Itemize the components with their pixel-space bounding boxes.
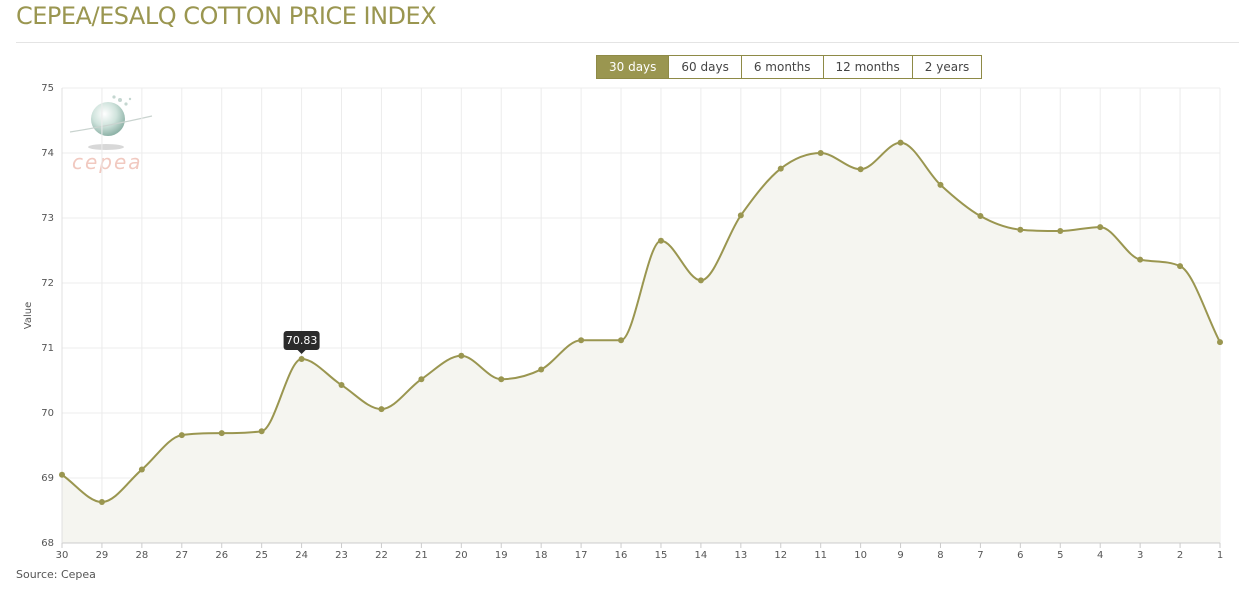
area-series — [61, 141, 1221, 543]
data-point — [98, 499, 105, 506]
data-point — [59, 471, 65, 478]
area-fill — [62, 142, 1220, 543]
data-point — [697, 277, 704, 284]
y-tick-label: 68 — [41, 538, 54, 549]
y-axis-title: Value — [23, 302, 34, 329]
y-tick-label: 70 — [41, 408, 54, 419]
x-tick-label: 14 — [695, 550, 708, 561]
x-tick-label: 5 — [1057, 550, 1063, 561]
tooltip-pointer — [297, 350, 306, 355]
data-point — [1217, 339, 1223, 346]
x-tick-label: 13 — [734, 550, 747, 561]
x-tick-label: 16 — [615, 550, 628, 561]
x-tick-label: 28 — [135, 550, 148, 561]
range-selector: 30 days 60 days 6 months 12 months 2 yea… — [596, 55, 983, 79]
x-tick-label: 26 — [215, 550, 228, 561]
data-point — [777, 165, 784, 172]
data-point — [418, 376, 425, 383]
title-divider — [16, 42, 1239, 43]
x-tick-label: 2 — [1177, 550, 1183, 561]
y-tick-label: 73 — [41, 213, 54, 224]
data-point — [1017, 226, 1024, 233]
cepea-logo-text: cepea — [72, 150, 143, 174]
data-point — [178, 432, 185, 439]
range-button-12-months[interactable]: 12 months — [822, 56, 912, 78]
tooltip-value: 70.83 — [286, 334, 318, 347]
data-point — [737, 212, 744, 219]
data-point — [618, 337, 625, 344]
x-tick-label: 23 — [335, 550, 348, 561]
y-tick-label: 69 — [41, 473, 54, 484]
source-note: Source: Cepea — [16, 568, 96, 581]
data-point — [218, 430, 225, 437]
x-tick-label: 30 — [56, 550, 69, 561]
data-point — [1177, 263, 1184, 270]
x-tick-label: 17 — [575, 550, 588, 561]
x-tick-label: 15 — [655, 550, 668, 561]
tooltip-box — [283, 331, 320, 351]
x-tick-label: 7 — [977, 550, 983, 561]
y-tick-label: 75 — [41, 83, 54, 94]
x-tick-label: 8 — [937, 550, 943, 561]
range-button-30-days[interactable]: 30 days — [597, 56, 669, 78]
data-point — [538, 366, 545, 373]
cepea-logo: cepea — [69, 95, 153, 174]
x-tick-label: 22 — [375, 550, 388, 561]
data-point — [458, 352, 465, 359]
tooltip: 70.83 — [283, 331, 320, 355]
x-tick-label: 9 — [897, 550, 903, 561]
data-point — [857, 166, 864, 173]
data-point — [1057, 228, 1064, 234]
x-tick-label: 3 — [1137, 550, 1143, 561]
data-point — [138, 466, 145, 473]
x-tick-label: 4 — [1097, 550, 1103, 561]
x-tick-label: 11 — [814, 550, 827, 561]
x-tick-label: 21 — [415, 550, 428, 561]
page-title: CEPEA/ESALQ COTTON PRICE INDEX — [16, 2, 437, 30]
data-point — [1137, 256, 1144, 263]
data-point — [298, 356, 305, 363]
range-button-60-days[interactable]: 60 days — [668, 56, 741, 78]
y-tick-label: 74 — [41, 148, 54, 159]
data-point — [657, 237, 664, 244]
range-button-6-months[interactable]: 6 months — [740, 56, 823, 78]
globe-logo-icon — [69, 95, 153, 150]
y-tick-label: 72 — [41, 278, 54, 289]
x-tick-label: 6 — [1017, 550, 1023, 561]
x-tick-label: 20 — [455, 550, 468, 561]
data-point — [498, 376, 505, 383]
data-point — [258, 428, 265, 435]
x-tick-label: 18 — [535, 550, 548, 561]
range-button-2-years[interactable]: 2 years — [911, 56, 982, 78]
x-tick-label: 10 — [854, 550, 867, 561]
data-point — [338, 382, 345, 389]
data-point — [897, 139, 904, 146]
data-point — [977, 213, 984, 220]
x-tick-label: 19 — [495, 550, 508, 561]
data-points — [59, 139, 1223, 506]
x-tick-label: 12 — [774, 550, 787, 561]
x-tick-label: 1 — [1217, 550, 1223, 561]
data-point — [578, 337, 585, 344]
data-point — [378, 406, 385, 413]
x-tick-label: 29 — [96, 550, 109, 561]
data-point — [817, 150, 824, 156]
x-tick-label: 27 — [175, 550, 188, 561]
y-tick-label: 71 — [41, 343, 54, 354]
x-tick-label: 24 — [295, 550, 308, 561]
data-point — [937, 181, 944, 188]
data-point — [1097, 224, 1104, 231]
x-tick-label: 25 — [255, 550, 268, 561]
